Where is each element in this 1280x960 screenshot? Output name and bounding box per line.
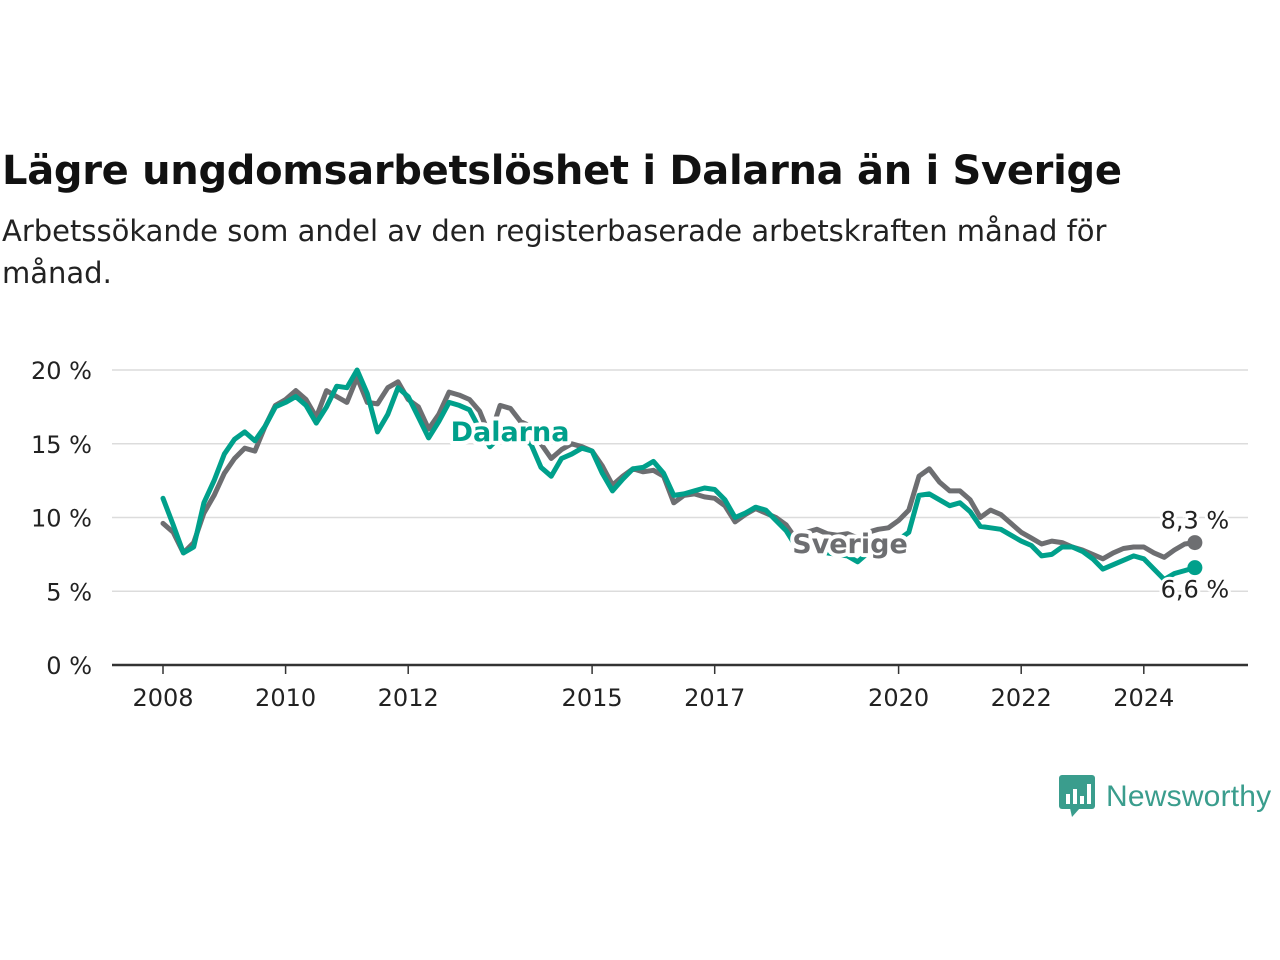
y-tick-label: 0 % (46, 652, 92, 680)
x-tick-label: 2012 (378, 684, 439, 712)
x-tick-label: 2015 (562, 684, 623, 712)
y-tick-label: 10 % (31, 505, 92, 533)
chart-title: Lägre ungdomsarbetslöshet i Dalarna än i… (2, 148, 1122, 194)
series-end-dot-sverige (1187, 535, 1203, 551)
x-tick-label: 2020 (868, 684, 929, 712)
series-end-dot-dalarna (1187, 560, 1203, 576)
y-tick-label: 5 % (46, 578, 92, 606)
bar-chart-speech-bubble-icon (1059, 775, 1095, 817)
brand-name: Newsworthy (1106, 780, 1272, 813)
y-tick-label: 15 % (31, 431, 92, 459)
x-tick-label: 2022 (991, 684, 1052, 712)
newsworthy-logo: Newsworthy (1058, 774, 1271, 820)
x-tick-label: 2024 (1113, 684, 1174, 712)
series-end-label: 6,6 % (1161, 576, 1230, 604)
x-tick-label: 2008 (132, 684, 193, 712)
series-line-sverige (160, 374, 1198, 562)
y-tick-label: 20 % (31, 357, 92, 385)
series-end-label: 8,3 % (1161, 507, 1230, 535)
series-line-dalarna (160, 367, 1198, 582)
x-tick-label: 2017 (684, 684, 745, 712)
series-name-label: Sverige (792, 529, 908, 560)
series-name-label: Dalarna (451, 417, 570, 448)
x-tick-label: 2010 (255, 684, 316, 712)
chart-subtitle: Arbetssökande som andel av den registerb… (2, 214, 1107, 290)
